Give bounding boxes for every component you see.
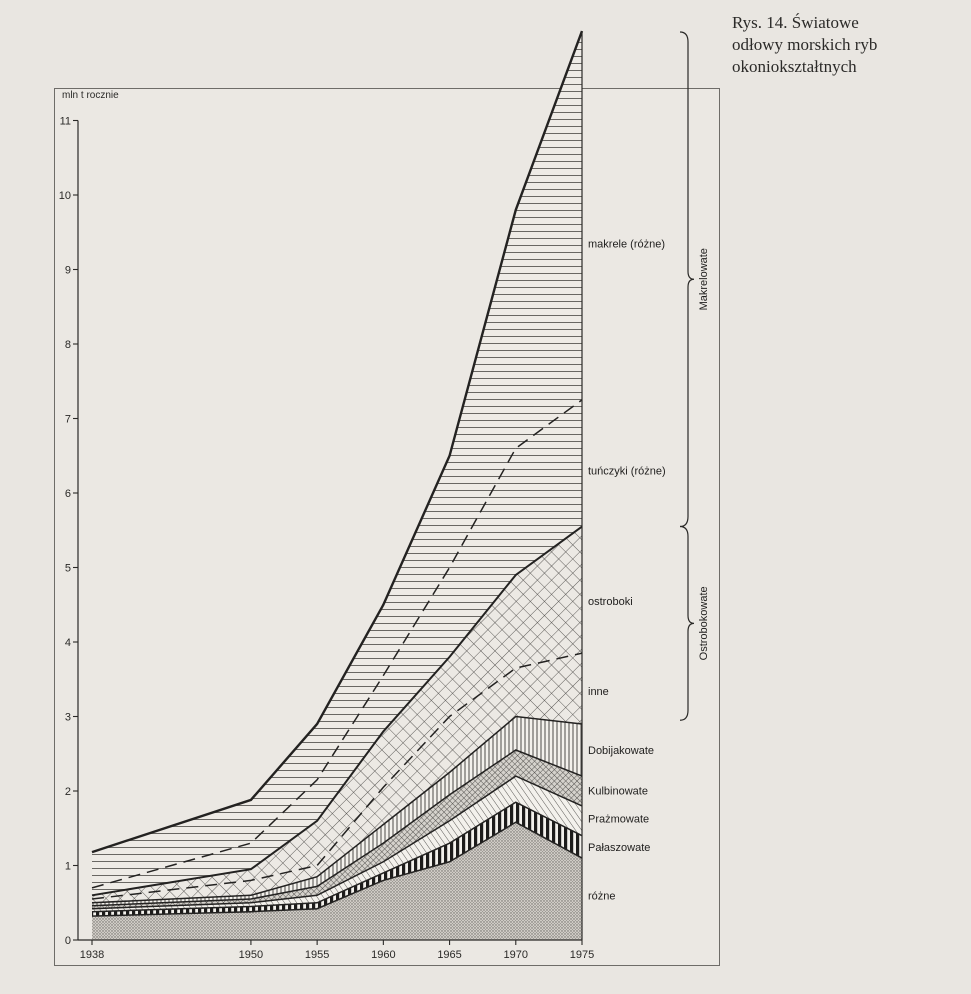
group-braces: Makrelowate Ostrobokowate <box>679 31 710 721</box>
area-rozne <box>92 822 582 940</box>
series-label-prazmowate: Prażmowate <box>588 814 649 826</box>
x-tick-label: 1960 <box>371 949 395 961</box>
y-tick-label: 7 <box>65 414 71 426</box>
area-inne <box>92 653 582 903</box>
series-label-dobijakowate: Dobijakowate <box>588 745 654 757</box>
y-tick-label: 8 <box>65 339 71 351</box>
area-prazmowate <box>92 776 582 912</box>
caption-line-3: okoniokształtnych <box>732 57 857 76</box>
y-tick-label: 2 <box>65 786 71 798</box>
area-palaszowate <box>92 802 582 917</box>
y-tick-label: 11 <box>60 116 71 128</box>
y-tick-label: 3 <box>65 712 71 724</box>
y-tick-label: 1 <box>65 861 71 873</box>
series-label-makrele-rozne: makrele (różne) <box>588 238 665 250</box>
x-tick-label: 1955 <box>305 949 329 961</box>
y-tick-label: 10 <box>59 190 71 202</box>
x-tick-label: 1975 <box>570 949 594 961</box>
y-tick-label: 0 <box>65 935 71 947</box>
area-layers <box>92 31 582 940</box>
figure-caption: Rys. 14. Światowe odłowy morskich ryb ok… <box>732 12 968 78</box>
x-tick-label: 1950 <box>239 949 263 961</box>
x-tick-label: 1970 <box>504 949 528 961</box>
area-makrele-rozne <box>92 31 582 888</box>
boundary-line-ostroboki <box>91 525 583 897</box>
boundary-line-tunczyki-rozne <box>91 399 583 889</box>
y-tick-label: 4 <box>65 637 71 649</box>
area-dobijakowate <box>92 716 582 906</box>
boundary-lines <box>91 30 584 940</box>
series-label-kulbinowate: Kulbinowate <box>588 785 648 797</box>
area-tunczyki-rozne <box>92 399 582 896</box>
series-labels: różne Pałaszowate Prażmowate Kulbinowate Dob… <box>588 238 666 902</box>
boundary-line-palaszowate <box>91 801 583 913</box>
series-label-inne: inne <box>588 686 609 698</box>
area-ostroboki <box>92 526 582 900</box>
y-tick-label: 9 <box>65 265 71 277</box>
axes: 0 1 2 3 4 5 6 7 8 9 10 11 mln t rocznie 1938 1950 1955 1… <box>59 90 594 961</box>
y-axis-label: mln t rocznie <box>62 90 119 101</box>
brace-ostrobokowate <box>679 525 695 721</box>
boundary-line-prazmowate <box>91 775 583 910</box>
boundary-line-dobijakowate <box>91 715 583 904</box>
series-label-palaszowate: Pałaszowate <box>588 842 650 854</box>
series-label-tunczyki-rozne: tuńczyki (różne) <box>588 466 666 478</box>
boundary-line-rozne <box>91 821 583 917</box>
group-label-makrelowate: Makrelowate <box>698 248 710 310</box>
y-tick-label: 5 <box>65 563 71 575</box>
x-tick-label: 1938 <box>80 949 104 961</box>
boundary-line-inne <box>91 652 583 900</box>
series-label-ostroboki: ostroboki <box>588 596 633 608</box>
series-label-rozne: różne <box>588 890 616 902</box>
group-label-ostrobokowate: Ostrobokowate <box>698 586 710 660</box>
x-tick-label: 1965 <box>437 949 461 961</box>
area-kulbinowate <box>92 750 582 909</box>
y-tick-label: 6 <box>65 488 71 500</box>
caption-line-2: odłowy morskich ryb <box>732 35 878 54</box>
boundary-line-kulbinowate <box>91 749 583 907</box>
boundary-line-makrele-rozne <box>91 30 584 854</box>
brace-makrelowate <box>679 31 695 528</box>
caption-line-1: Rys. 14. Światowe <box>732 13 859 32</box>
